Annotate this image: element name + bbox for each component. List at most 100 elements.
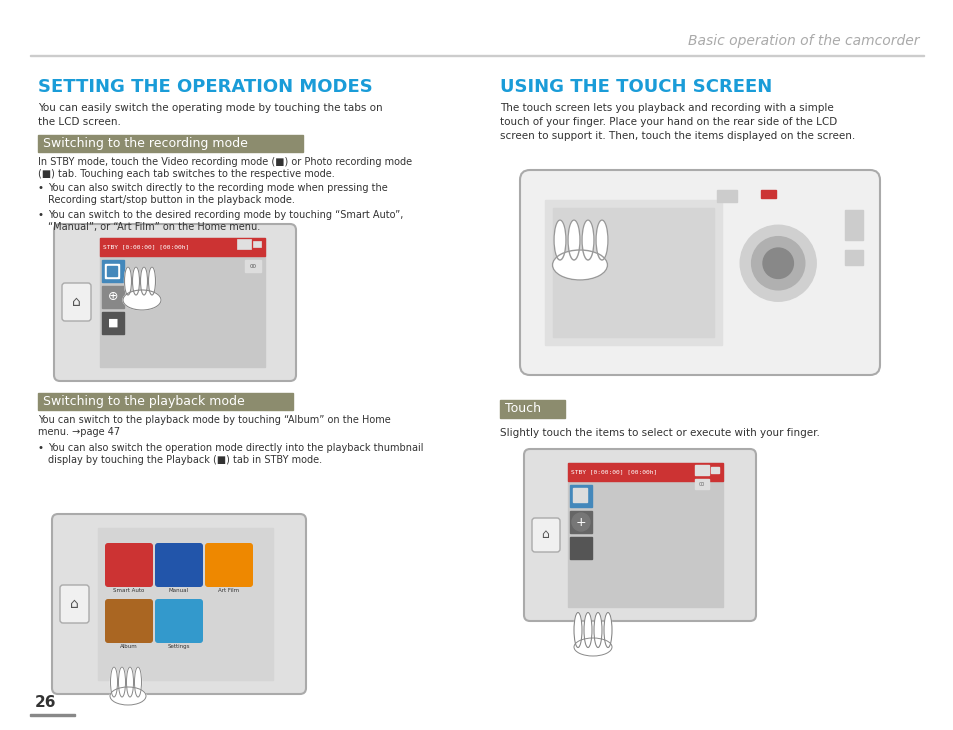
Text: +: +	[575, 515, 586, 529]
Bar	[98, 528, 273, 680]
Ellipse shape	[111, 667, 117, 697]
Ellipse shape	[149, 267, 155, 295]
Text: Settings: Settings	[168, 644, 190, 649]
Text: Switching to the recording mode: Switching to the recording mode	[43, 137, 248, 150]
Ellipse shape	[567, 220, 579, 260]
Bar	[844, 210, 862, 240]
Text: display by touching the Playback (■) tab in STBY mode.: display by touching the Playback (■) tab…	[48, 455, 322, 465]
Text: ⌂: ⌂	[71, 295, 80, 309]
Bar	[760, 190, 776, 198]
Text: You can also switch directly to the recording mode when pressing the: You can also switch directly to the reco…	[48, 183, 387, 193]
Ellipse shape	[603, 612, 612, 648]
Bar	[544, 200, 721, 345]
Ellipse shape	[583, 612, 592, 648]
Text: Slightly touch the items to select or execute with your finger.: Slightly touch the items to select or ex…	[499, 428, 819, 438]
Bar	[107, 266, 117, 276]
Ellipse shape	[574, 612, 581, 648]
Bar	[695, 479, 708, 489]
FancyBboxPatch shape	[105, 599, 152, 643]
Text: Album: Album	[120, 644, 138, 649]
FancyBboxPatch shape	[60, 585, 89, 623]
Text: You can switch to the desired recording mode by touching “Smart Auto”,: You can switch to the desired recording …	[48, 210, 403, 220]
Circle shape	[104, 288, 122, 306]
Bar	[102, 286, 124, 308]
Text: In STBY mode, touch the Video recording mode (■) or Photo recording mode: In STBY mode, touch the Video recording …	[38, 157, 412, 167]
Circle shape	[762, 248, 793, 278]
FancyBboxPatch shape	[54, 224, 295, 381]
Ellipse shape	[140, 267, 148, 295]
Text: You can also switch the operation mode directly into the playback thumbnail: You can also switch the operation mode d…	[48, 443, 423, 453]
Bar	[573, 488, 586, 502]
Ellipse shape	[596, 220, 607, 260]
Bar	[245, 260, 261, 272]
Ellipse shape	[552, 250, 607, 280]
Text: STBY [0:00:00] [00:00h]: STBY [0:00:00] [00:00h]	[103, 245, 189, 250]
Bar	[100, 238, 265, 256]
FancyBboxPatch shape	[205, 543, 253, 587]
Ellipse shape	[554, 220, 565, 260]
Text: touch of your finger. Place your hand on the rear side of the LCD: touch of your finger. Place your hand on…	[499, 117, 837, 127]
Text: “Manual”, or “Art Film” on the Home menu.: “Manual”, or “Art Film” on the Home menu…	[48, 222, 260, 232]
Text: You can easily switch the operating mode by touching the tabs on: You can easily switch the operating mode…	[38, 103, 382, 113]
Text: Art Film: Art Film	[218, 588, 239, 593]
Bar	[567, 463, 722, 607]
Ellipse shape	[118, 667, 126, 697]
Bar	[499, 400, 564, 418]
Ellipse shape	[123, 290, 161, 310]
Circle shape	[572, 513, 589, 531]
Bar	[844, 250, 862, 265]
Bar	[102, 312, 124, 334]
Ellipse shape	[574, 638, 612, 656]
Bar	[569, 537, 592, 559]
Text: ■: ■	[108, 318, 118, 328]
Bar	[102, 260, 124, 282]
Bar	[30, 714, 75, 716]
Bar	[569, 511, 592, 533]
FancyBboxPatch shape	[154, 543, 203, 587]
Bar	[710, 467, 719, 473]
FancyBboxPatch shape	[523, 449, 755, 621]
Bar	[567, 463, 722, 481]
Ellipse shape	[134, 667, 141, 697]
Text: USING THE TOUCH SCREEN: USING THE TOUCH SCREEN	[499, 78, 771, 96]
Text: STBY [0:00:00] [00:00h]: STBY [0:00:00] [00:00h]	[571, 469, 657, 474]
Text: screen to support it. Then, touch the items displayed on the screen.: screen to support it. Then, touch the it…	[499, 131, 854, 141]
Text: ⌂: ⌂	[540, 529, 548, 542]
Ellipse shape	[594, 612, 601, 648]
Text: Smart Auto: Smart Auto	[113, 588, 145, 593]
Ellipse shape	[581, 220, 594, 260]
Ellipse shape	[127, 667, 133, 697]
Text: Switching to the playback mode: Switching to the playback mode	[43, 395, 245, 408]
Text: The touch screen lets you playback and recording with a simple: The touch screen lets you playback and r…	[499, 103, 833, 113]
Text: •: •	[38, 183, 44, 193]
Text: Manual: Manual	[169, 588, 189, 593]
Bar	[236, 239, 251, 249]
Bar	[253, 241, 261, 247]
Text: Touch: Touch	[504, 402, 540, 415]
Text: •: •	[38, 443, 44, 453]
Text: the LCD screen.: the LCD screen.	[38, 117, 121, 127]
Text: Recording start/stop button in the playback mode.: Recording start/stop button in the playb…	[48, 195, 294, 205]
Text: 26: 26	[35, 695, 56, 710]
Text: 00: 00	[250, 264, 256, 269]
Text: (■) tab. Touching each tab switches to the respective mode.: (■) tab. Touching each tab switches to t…	[38, 169, 335, 179]
Text: SETTING THE OPERATION MODES: SETTING THE OPERATION MODES	[38, 78, 373, 96]
Text: Basic operation of the camcorder: Basic operation of the camcorder	[688, 34, 919, 48]
Bar	[553, 208, 713, 337]
Circle shape	[751, 237, 804, 290]
Text: •: •	[38, 210, 44, 220]
Bar	[695, 465, 708, 475]
Ellipse shape	[125, 267, 132, 295]
FancyBboxPatch shape	[62, 283, 91, 321]
Bar	[100, 238, 265, 367]
Bar	[569, 485, 592, 507]
Text: ⊕: ⊕	[108, 291, 118, 304]
Text: You can switch to the playback mode by touching “Album” on the Home: You can switch to the playback mode by t…	[38, 415, 391, 425]
FancyBboxPatch shape	[154, 599, 203, 643]
FancyBboxPatch shape	[105, 543, 152, 587]
Ellipse shape	[132, 267, 139, 295]
FancyBboxPatch shape	[532, 518, 559, 552]
Text: 00: 00	[699, 482, 704, 486]
Text: ⌂: ⌂	[70, 597, 78, 611]
FancyBboxPatch shape	[52, 514, 306, 694]
